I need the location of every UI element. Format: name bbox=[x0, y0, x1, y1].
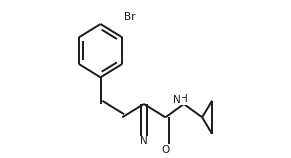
Text: N: N bbox=[173, 95, 181, 105]
Text: O: O bbox=[162, 145, 170, 155]
Text: N: N bbox=[140, 137, 148, 146]
Text: Br: Br bbox=[124, 12, 135, 21]
Text: H: H bbox=[180, 94, 188, 104]
